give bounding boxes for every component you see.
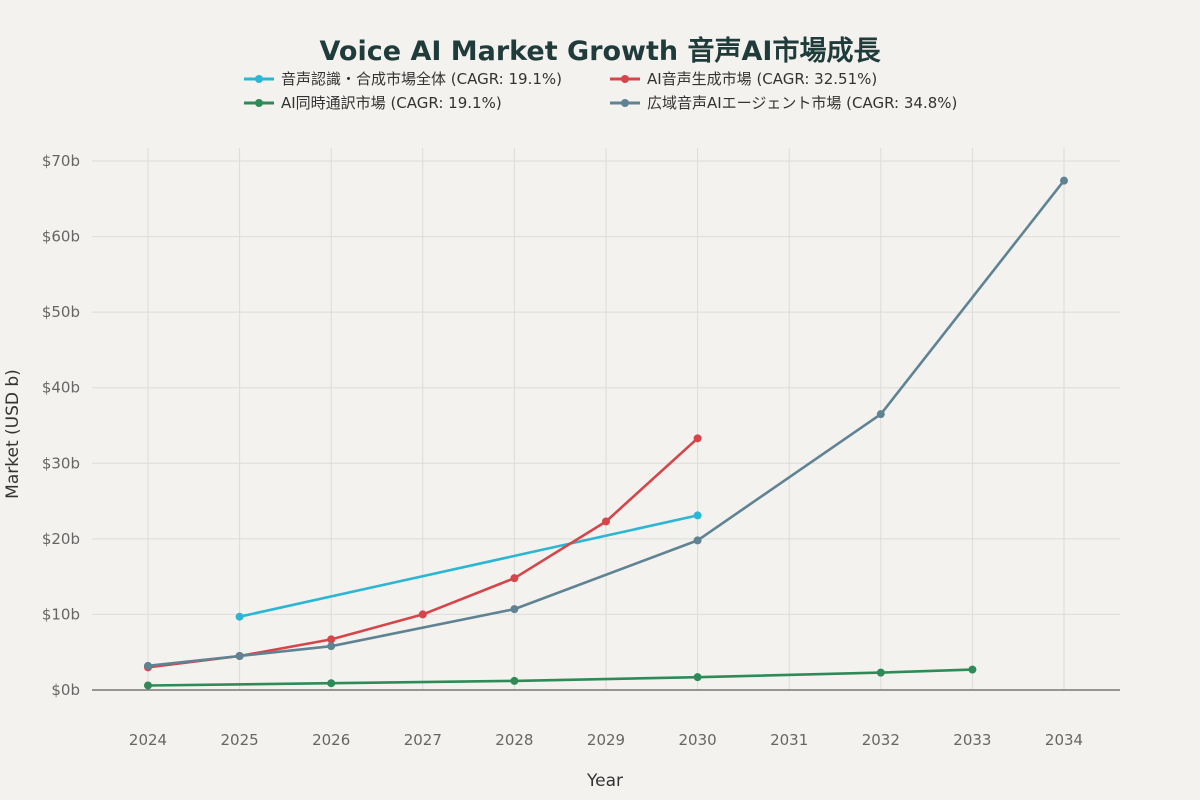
series-1 [235,511,702,621]
data-point [693,536,702,545]
legend-label: 広域音声AIエージェント市場 (CAGR: 34.8%) [647,94,957,112]
y-tick-label: $60b [42,228,80,246]
legend-swatch-marker [621,75,629,83]
x-tick-label: 2033 [953,731,991,749]
y-tick-label: $20b [42,530,80,548]
data-point [235,651,244,660]
data-point [235,612,244,621]
x-axis: 2024 2025 2026 2027 2028 2029 2030 2031 2032 2033… [129,731,1083,749]
legend-label: 音声認識・合成市場全体 (CAGR: 19.1%) [281,70,562,88]
legend-item-1: 音声認識・合成市場全体 (CAGR: 19.1%) [244,70,562,88]
data-point [510,676,519,685]
y-tick-label: $70b [42,152,80,170]
legend-item-3: AI同時通訳市場 (CAGR: 19.1%) [244,94,502,112]
y-axis-title: Market (USD b) [3,369,23,499]
data-point [693,434,702,443]
x-tick-label: 2029 [587,731,625,749]
data-point [693,511,702,520]
chart-title: Voice AI Market Growth 音声AI市場成長 [320,35,882,67]
legend-swatch-marker [621,99,629,107]
x-tick-label: 2032 [862,731,900,749]
x-axis-title: Year [586,771,623,791]
y-axis: $0b $10b $20b $30b $40b $50b $60b $70b [42,152,80,699]
y-tick-label: $0b [51,681,80,699]
y-tick-label: $10b [42,605,80,623]
data-point [693,673,702,682]
data-point [602,517,610,526]
series-line [239,514,698,618]
legend-swatch-marker [255,75,263,83]
x-tick-label: 2026 [312,731,350,749]
series-line [147,668,973,687]
x-tick-label: 2031 [770,731,808,749]
data-point [510,605,519,614]
data-point [144,681,152,690]
data-point [144,661,152,670]
y-tick-label: $50b [42,303,80,321]
data-point [968,665,977,674]
y-tick-label: $30b [42,454,80,472]
legend-swatch-marker [255,99,263,107]
series-3 [144,665,977,690]
x-tick-label: 2028 [495,731,533,749]
legend: 音声認識・合成市場全体 (CAGR: 19.1%) AI音声生成市場 (CAGR:… [244,70,957,112]
data-point [327,679,336,688]
legend-label: AI音声生成市場 (CAGR: 32.51%) [647,70,877,88]
data-point [876,668,885,677]
data-point [1060,176,1068,185]
legend-item-4: 広域音声AIエージェント市場 (CAGR: 34.8%) [610,94,957,112]
x-tick-label: 2025 [221,731,259,749]
grid [92,148,1120,691]
x-tick-label: 2024 [129,731,167,749]
data-point [418,610,427,619]
legend-item-2: AI音声生成市場 (CAGR: 32.51%) [610,70,877,88]
x-tick-label: 2030 [679,731,717,749]
data-point [327,635,336,644]
series-group [144,176,1068,690]
legend-label: AI同時通訳市場 (CAGR: 19.1%) [281,94,502,112]
data-point [510,574,519,583]
x-tick-label: 2027 [404,731,442,749]
series-4 [144,176,1068,670]
data-point [327,642,336,651]
x-tick-label: 2034 [1045,731,1083,749]
data-point [876,410,885,419]
y-tick-label: $40b [42,379,80,397]
